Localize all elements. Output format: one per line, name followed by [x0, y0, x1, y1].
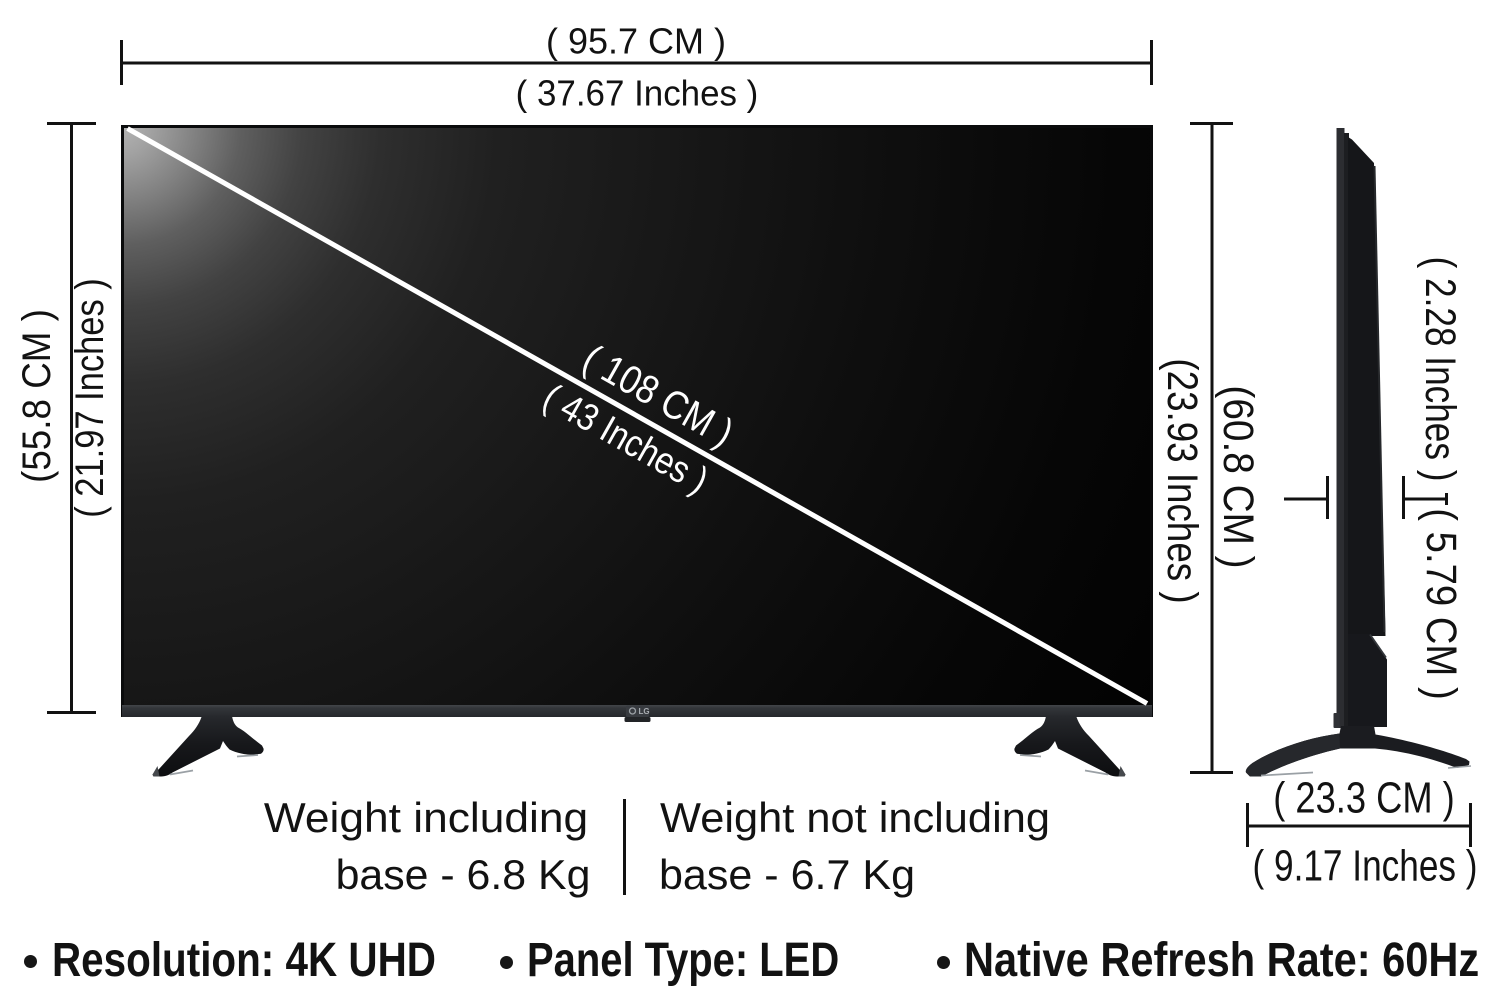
svg-text:LG: LG [639, 707, 650, 716]
